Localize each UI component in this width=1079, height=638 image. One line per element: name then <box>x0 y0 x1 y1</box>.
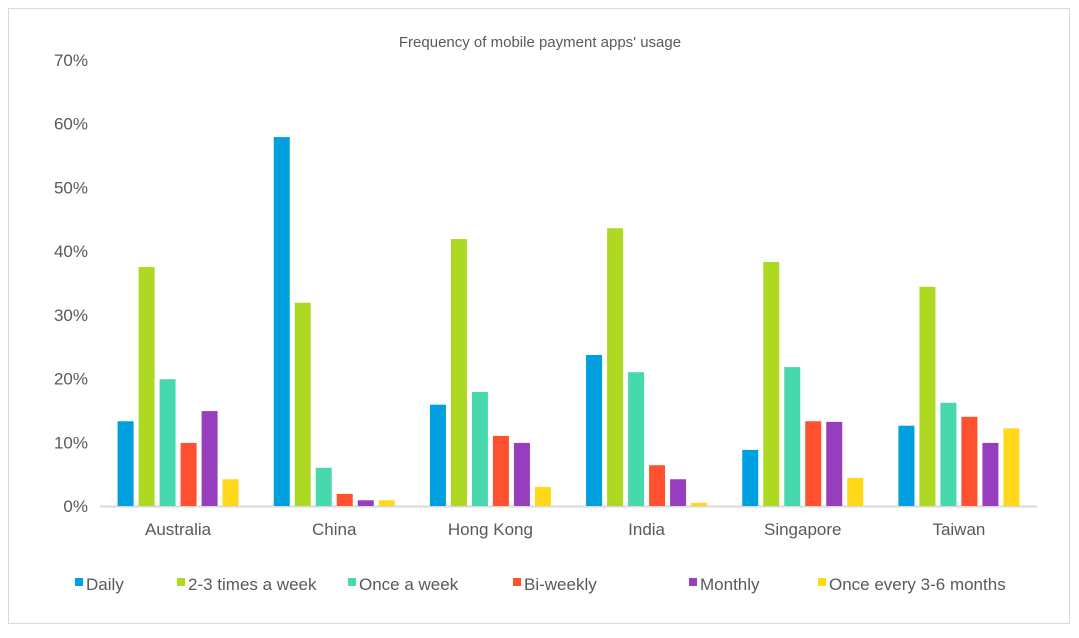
y-tick-label: 40% <box>54 242 88 261</box>
x-tick-label: China <box>312 520 357 539</box>
bar-australia-once-every-3-6-months <box>222 479 239 506</box>
chart-title: Frequency of mobile payment apps' usage <box>399 34 681 51</box>
x-tick-label: Australia <box>145 520 212 539</box>
bar-australia-2-3-times-a-week <box>138 267 155 506</box>
bar-taiwan-bi-weekly <box>961 416 978 506</box>
bar-taiwan-monthly <box>982 442 999 506</box>
bar-taiwan-daily <box>898 425 915 506</box>
legend-label: Once a week <box>359 575 459 594</box>
bar-india-once-every-3-6-months <box>691 502 708 506</box>
bar-hong-kong-2-3-times-a-week <box>450 239 467 506</box>
bar-hong-kong-daily <box>429 404 446 506</box>
y-tick-label: 10% <box>54 433 88 452</box>
bar-hong-kong-bi-weekly <box>492 435 509 506</box>
y-tick-label: 30% <box>54 306 88 325</box>
y-tick-label: 60% <box>54 115 88 134</box>
bar-australia-bi-weekly <box>180 442 197 506</box>
bar-india-monthly <box>670 479 687 506</box>
y-tick-label: 0% <box>63 497 88 516</box>
legend-label: 2-3 times a week <box>188 575 317 594</box>
x-tick-label: India <box>628 520 665 539</box>
legend-label: Once every 3-6 months <box>829 575 1006 594</box>
bar-singapore-2-3-times-a-week <box>763 261 780 506</box>
bar-singapore-daily <box>742 449 759 506</box>
legend-swatch <box>513 578 521 586</box>
y-tick-label: 70% <box>54 51 88 70</box>
bar-singapore-monthly <box>826 421 843 506</box>
bar-china-once-a-week <box>315 467 332 506</box>
legend-swatch <box>689 578 697 586</box>
bar-hong-kong-monthly <box>513 442 530 506</box>
x-tick-label: Singapore <box>764 520 842 539</box>
bar-taiwan-2-3-times-a-week <box>919 286 936 506</box>
bar-singapore-once-every-3-6-months <box>847 477 864 506</box>
legend-swatch <box>75 578 83 586</box>
bar-singapore-once-a-week <box>784 367 801 506</box>
bar-china-2-3-times-a-week <box>294 302 311 506</box>
bar-india-daily <box>586 354 603 506</box>
bar-hong-kong-once-a-week <box>471 391 488 506</box>
bar-india-bi-weekly <box>649 465 666 506</box>
legend-swatch <box>348 578 356 586</box>
bar-singapore-bi-weekly <box>805 421 822 506</box>
bar-australia-monthly <box>201 411 218 506</box>
legend-label: Daily <box>86 575 124 594</box>
x-tick-label: Taiwan <box>932 520 985 539</box>
legend-swatch <box>177 578 185 586</box>
bar-china-daily <box>273 137 290 506</box>
bar-hong-kong-once-every-3-6-months <box>534 486 551 506</box>
bar-china-bi-weekly <box>336 493 353 506</box>
bar-australia-daily <box>117 421 134 506</box>
bar-india-2-3-times-a-week <box>607 228 624 506</box>
bar-australia-once-a-week <box>159 379 176 506</box>
chart-frame <box>8 8 1070 624</box>
y-tick-label: 20% <box>54 370 88 389</box>
bar-china-monthly <box>357 500 374 506</box>
legend-swatch <box>818 578 826 586</box>
x-tick-label: Hong Kong <box>448 520 533 539</box>
bar-china-once-every-3-6-months <box>378 500 395 506</box>
legend-label: Bi-weekly <box>524 575 597 594</box>
bar-taiwan-once-every-3-6-months <box>1003 428 1020 506</box>
bar-india-once-a-week <box>628 372 645 506</box>
legend-label: Monthly <box>700 575 760 594</box>
bar-taiwan-once-a-week <box>940 402 957 506</box>
y-tick-label: 50% <box>54 178 88 197</box>
